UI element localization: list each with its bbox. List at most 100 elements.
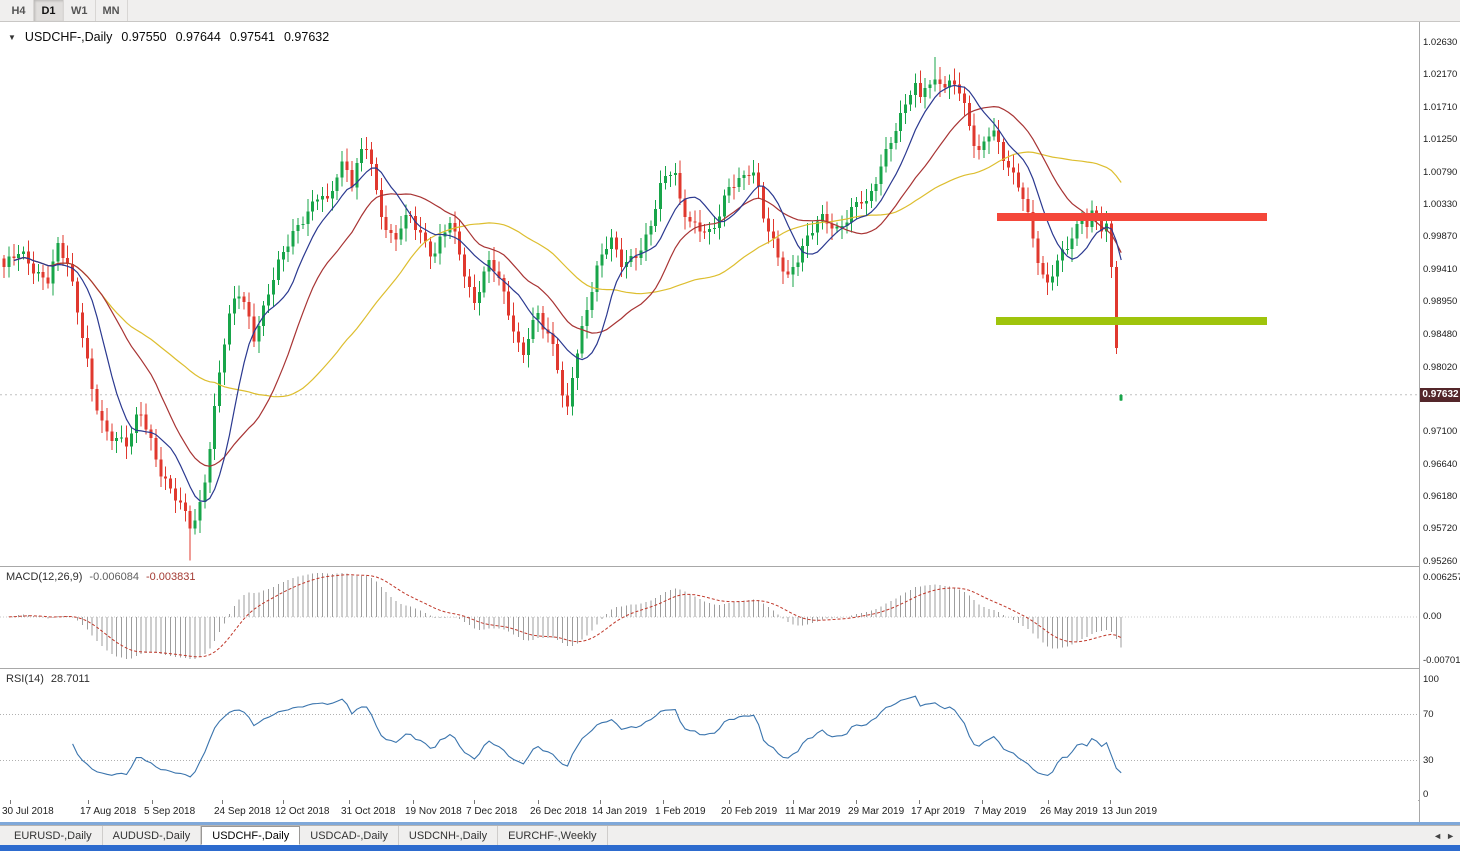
collapse-icon[interactable]: ▼: [8, 32, 16, 42]
candles[interactable]: [2, 57, 1123, 561]
time-tick: [349, 800, 350, 804]
price-axis-label: 0.97100: [1423, 426, 1458, 438]
tab-audusd-daily[interactable]: AUDUSD-,Daily: [103, 826, 202, 845]
time-tick: [152, 800, 153, 804]
rsi-axis-label: 70: [1423, 708, 1434, 720]
price-axis-label: 0.98950: [1423, 296, 1458, 307]
support-line[interactable]: [996, 317, 1267, 325]
tab-eurchf-weekly[interactable]: EURCHF-,Weekly: [498, 826, 608, 845]
symbol-period-label: USDCHF-,Daily: [24, 30, 113, 44]
macd-histogram: [8, 572, 1122, 660]
time-axis-label: 1 Feb 2019: [655, 806, 706, 817]
window-bottom-strip: [0, 845, 1460, 851]
time-axis-label: 19 Nov 2018: [405, 806, 462, 817]
open-value: 0.97550: [121, 30, 167, 44]
pane-separator[interactable]: [0, 566, 1460, 567]
pane-separator[interactable]: [0, 668, 1460, 669]
time-axis-label: 14 Jan 2019: [592, 806, 648, 817]
moving-averages: [13, 84, 1122, 503]
price-chart[interactable]: [0, 26, 1418, 566]
macd-name: MACD(12,26,9): [6, 571, 83, 583]
chart-ohlc-header: ▼ USDCHF-,Daily 0.97550 0.97644 0.97541 …: [8, 30, 329, 44]
time-axis-label: 17 Apr 2019: [911, 806, 965, 817]
time-tick: [982, 800, 983, 804]
tab-usdcad-daily[interactable]: USDCAD-,Daily: [300, 826, 399, 845]
rsi-label: RSI(14) 28.7011: [6, 673, 90, 685]
macd-indicator-pane[interactable]: [0, 567, 1418, 668]
time-tick: [856, 800, 857, 804]
tab-usdcnh-daily[interactable]: USDCNH-,Daily: [399, 826, 499, 845]
time-axis-label: 31 Oct 2018: [341, 806, 396, 817]
time-tick: [919, 800, 920, 804]
rsi-axis-label: 100: [1423, 674, 1439, 685]
close-value: 0.97632: [283, 30, 330, 44]
rsi-line: [72, 695, 1122, 778]
price-axis-label: 0.96180: [1423, 491, 1458, 502]
time-axis-label: 26 Dec 2018: [530, 806, 587, 817]
time-axis-label: 7 Dec 2018: [466, 806, 518, 817]
ma-mid-line: [13, 105, 1122, 467]
time-axis-label: 17 Aug 2018: [80, 806, 137, 817]
timeframe-toolbar: H4 D1 W1 MN: [0, 0, 1460, 22]
macd-signal-value: -0.003831: [145, 571, 196, 583]
current-price-badge: 0.97632: [1420, 387, 1460, 402]
macd-axis-label: 0.00: [1423, 611, 1442, 622]
price-axis-label: 1.01250: [1423, 134, 1458, 146]
timeframe-h4-button[interactable]: H4: [4, 0, 34, 21]
price-axis[interactable]: 1.02630 1.02170 1.01710 1.01250 1.00790 1.003…: [1419, 22, 1460, 822]
macd-main-value: -0.006084: [89, 571, 139, 583]
time-axis[interactable]: 30 Jul 2018 17 Aug 2018 5 Sep 2018 24 Sep 2…: [0, 800, 1418, 822]
time-tick: [10, 800, 11, 804]
price-axis-label: 0.99410: [1423, 263, 1458, 275]
price-axis-label: 0.99870: [1423, 231, 1458, 243]
price-axis-label: 1.02170: [1423, 69, 1458, 81]
rsi-value: 28.7011: [50, 673, 90, 685]
tab-scroll-left-icon[interactable]: ◄: [1433, 830, 1443, 841]
time-tick: [413, 800, 414, 804]
tab-scroll-controls: ◄ ►: [1433, 826, 1460, 845]
time-axis-label: 30 Jul 2018: [2, 806, 54, 817]
time-axis-label: 7 May 2019: [974, 806, 1027, 817]
rsi-axis-label: 0: [1423, 789, 1429, 800]
chart-window[interactable]: ▼ USDCHF-,Daily 0.97550 0.97644 0.97541 …: [0, 22, 1460, 822]
time-tick: [663, 800, 664, 804]
time-axis-label: 12 Oct 2018: [275, 806, 330, 817]
time-axis-label: 20 Feb 2019: [721, 806, 778, 817]
price-axis-label: 0.95260: [1423, 555, 1458, 567]
time-axis-label: 29 Mar 2019: [848, 806, 905, 817]
time-tick: [793, 800, 794, 804]
price-axis-label: 0.96640: [1423, 458, 1458, 470]
time-tick: [1110, 800, 1111, 804]
tab-eurusd-daily[interactable]: EURUSD-,Daily: [4, 826, 103, 845]
time-tick: [283, 800, 284, 804]
tab-scroll-right-icon[interactable]: ►: [1446, 830, 1455, 841]
resistance-line[interactable]: [997, 212, 1267, 221]
price-axis-label: 0.98480: [1423, 329, 1458, 341]
time-axis-label: 24 Sep 2018: [214, 806, 271, 817]
macd-axis-label: -0.007016: [1423, 654, 1460, 666]
price-axis-label: 1.01710: [1423, 101, 1458, 113]
price-axis-label: 0.95720: [1423, 523, 1458, 535]
high-value: 0.97644: [175, 30, 221, 44]
time-tick: [729, 800, 730, 804]
low-value: 0.97541: [229, 30, 275, 44]
time-axis-label: 5 Sep 2018: [144, 806, 196, 817]
horizontal-scrollbar[interactable]: [0, 822, 1460, 825]
ma-slow-line: [13, 151, 1122, 398]
time-axis-label: 26 May 2019: [1040, 806, 1098, 817]
time-tick: [474, 800, 475, 804]
time-tick: [1048, 800, 1049, 804]
macd-axis-label: 0.006257: [1423, 572, 1460, 583]
macd-label: MACD(12,26,9) -0.006084 -0.003831: [6, 571, 196, 583]
rsi-name: RSI(14): [6, 673, 44, 685]
time-axis-label: 11 Mar 2019: [785, 806, 841, 817]
rsi-indicator-pane[interactable]: [0, 669, 1418, 800]
rsi-axis-label: 30: [1423, 754, 1434, 766]
time-tick: [538, 800, 539, 804]
timeframe-d1-button[interactable]: D1: [34, 0, 64, 21]
timeframe-mn-button[interactable]: MN: [96, 0, 128, 21]
price-axis-label: 0.98020: [1423, 361, 1458, 373]
timeframe-w1-button[interactable]: W1: [64, 0, 96, 21]
tab-usdchf-daily[interactable]: USDCHF-,Daily: [201, 826, 301, 845]
price-axis-label: 1.02630: [1423, 37, 1458, 48]
